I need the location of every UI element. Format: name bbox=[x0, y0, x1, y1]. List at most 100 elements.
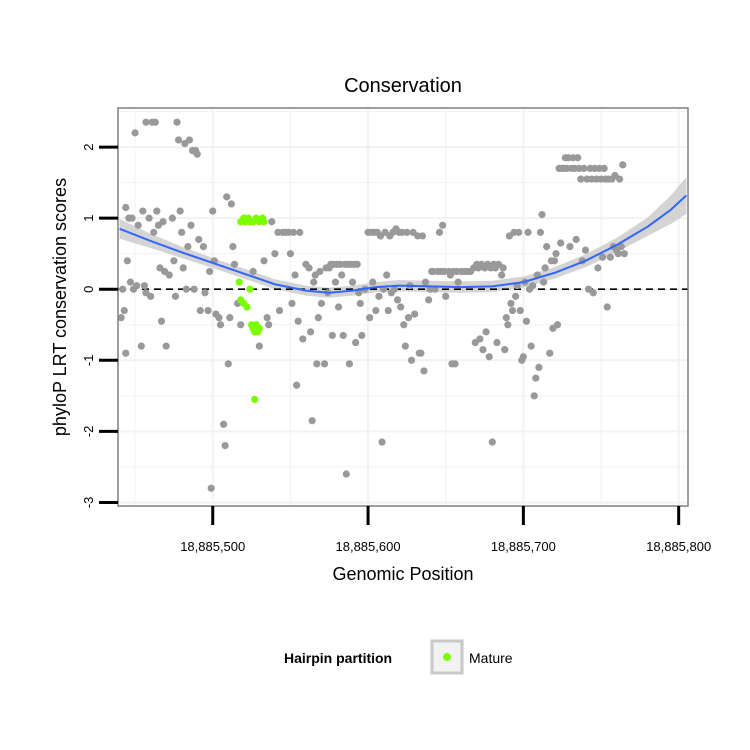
data-point bbox=[331, 278, 340, 286]
mature-point bbox=[235, 278, 243, 286]
data-point bbox=[265, 321, 273, 329]
data-point bbox=[174, 136, 183, 144]
data-point bbox=[574, 154, 582, 162]
y-tick-label: 0 bbox=[81, 286, 96, 293]
legend-key-mature bbox=[443, 653, 451, 661]
data-point bbox=[557, 239, 565, 247]
data-point bbox=[369, 278, 377, 286]
data-point bbox=[393, 296, 402, 304]
data-point bbox=[224, 360, 232, 368]
data-point bbox=[345, 360, 354, 368]
data-point bbox=[168, 214, 176, 222]
data-point bbox=[316, 267, 324, 276]
data-point bbox=[184, 242, 192, 251]
data-point bbox=[553, 321, 562, 329]
mature-point bbox=[260, 218, 268, 226]
data-point bbox=[157, 317, 166, 325]
data-point bbox=[215, 314, 223, 322]
data-point bbox=[485, 353, 493, 361]
data-point bbox=[411, 310, 419, 318]
grid-lines bbox=[118, 108, 688, 506]
data-point bbox=[439, 221, 447, 229]
data-point bbox=[305, 264, 313, 272]
data-point bbox=[580, 164, 588, 173]
data-point bbox=[289, 228, 298, 236]
data-point bbox=[451, 360, 459, 368]
data-point bbox=[328, 331, 336, 340]
data-point bbox=[476, 335, 484, 343]
data-point bbox=[179, 264, 187, 272]
data-point bbox=[378, 438, 386, 446]
data-point bbox=[417, 349, 425, 357]
data-point bbox=[527, 342, 535, 350]
data-point bbox=[543, 242, 551, 251]
data-point bbox=[140, 282, 149, 290]
data-point bbox=[193, 150, 201, 158]
data-point bbox=[120, 306, 128, 315]
data-point bbox=[229, 242, 237, 251]
x-tick-label: 18,885,800 bbox=[646, 539, 711, 554]
data-point bbox=[493, 338, 501, 347]
data-point bbox=[421, 278, 430, 286]
data-point bbox=[532, 374, 540, 382]
data-point bbox=[187, 221, 195, 229]
legend-key-box bbox=[430, 639, 464, 675]
y-tick-label: -2 bbox=[81, 426, 96, 438]
smooth-curve bbox=[119, 194, 688, 294]
data-point bbox=[435, 228, 444, 236]
data-point bbox=[204, 306, 212, 315]
data-point bbox=[119, 285, 127, 293]
data-point bbox=[151, 118, 159, 126]
data-point bbox=[502, 314, 510, 322]
data-point bbox=[356, 299, 364, 308]
legend-title: Hairpin partition bbox=[284, 650, 392, 666]
x-axis-title: Genomic Position bbox=[332, 564, 473, 584]
data-point bbox=[223, 193, 231, 201]
data-point bbox=[541, 264, 549, 272]
data-point bbox=[420, 367, 428, 375]
data-point bbox=[383, 271, 391, 279]
smooth-line bbox=[119, 194, 688, 294]
data-point bbox=[275, 306, 284, 315]
data-point bbox=[313, 360, 321, 368]
data-points bbox=[117, 118, 628, 492]
data-point bbox=[390, 285, 399, 293]
data-point bbox=[131, 129, 139, 137]
data-point bbox=[123, 257, 131, 265]
data-point bbox=[589, 289, 597, 297]
x-tick-label: 18,885,600 bbox=[336, 539, 401, 554]
data-point bbox=[508, 306, 517, 315]
data-point bbox=[454, 278, 462, 286]
data-point bbox=[117, 314, 125, 322]
data-point bbox=[171, 292, 180, 300]
data-point bbox=[425, 296, 433, 304]
y-tick-label: 1 bbox=[81, 215, 96, 222]
data-point bbox=[572, 235, 580, 244]
data-point bbox=[226, 314, 234, 322]
data-point bbox=[271, 250, 279, 258]
data-point bbox=[147, 292, 155, 300]
data-point bbox=[552, 250, 560, 258]
data-point bbox=[418, 232, 427, 240]
data-point bbox=[260, 257, 268, 265]
x-tick-label: 18,885,700 bbox=[491, 539, 556, 554]
data-point bbox=[133, 282, 141, 290]
data-point bbox=[206, 267, 214, 276]
data-point bbox=[268, 218, 276, 226]
data-point bbox=[566, 242, 574, 251]
data-point bbox=[594, 264, 602, 272]
data-point bbox=[397, 303, 405, 311]
data-point bbox=[220, 420, 228, 428]
data-point bbox=[178, 228, 186, 236]
data-point bbox=[122, 349, 130, 357]
data-point bbox=[401, 342, 409, 350]
data-point bbox=[512, 292, 520, 300]
data-point bbox=[482, 328, 490, 336]
data-point bbox=[320, 360, 329, 368]
data-point bbox=[288, 299, 296, 308]
data-point bbox=[293, 381, 301, 389]
y-tick-label: -3 bbox=[81, 497, 96, 509]
data-point bbox=[342, 470, 350, 478]
data-point bbox=[375, 292, 383, 300]
data-point bbox=[263, 314, 271, 322]
